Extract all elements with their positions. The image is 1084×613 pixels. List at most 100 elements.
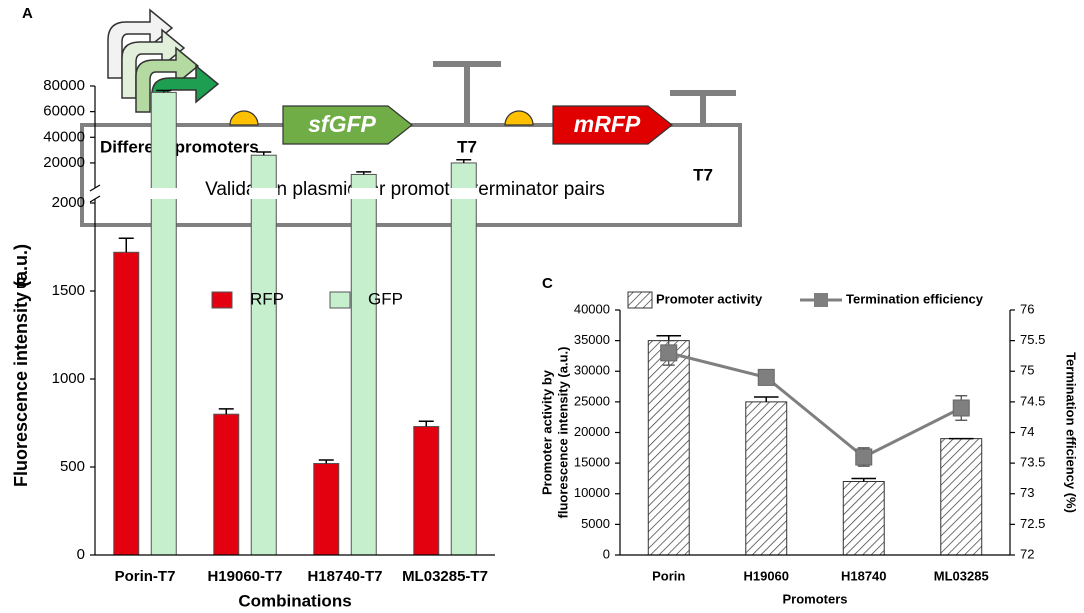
error-bar — [318, 459, 334, 464]
x-tick-label: H19060-T7 — [207, 568, 282, 585]
y2-tick-label: 73.5 — [1020, 455, 1045, 470]
bar — [150, 91, 177, 556]
panel-label: B — [16, 275, 27, 292]
y2-tick-label: 74 — [1020, 424, 1034, 439]
y-tick-label: 1500 — [52, 282, 85, 299]
y2-axis-title: Termination efficiency (%) — [1064, 352, 1079, 513]
error-bar — [118, 237, 134, 253]
bar — [250, 154, 277, 556]
y-tick-label: 40000 — [574, 301, 610, 316]
y-tick-label: 0 — [77, 546, 85, 563]
axis-break — [89, 184, 101, 203]
promoter-arrows — [107, 8, 220, 126]
y-tick-label: 2000 — [52, 194, 85, 211]
y-tick-label: 10000 — [574, 485, 610, 500]
gene-sfgfp — [282, 105, 413, 145]
y-tick-label: 20000 — [574, 424, 610, 439]
legend-swatch — [627, 291, 653, 309]
charts: 0 500 1000 1500 2000 20000 40000 60000 80000 Pori… — [11, 77, 1079, 611]
x-axis-title: Combinations — [238, 591, 351, 610]
x-tick-label: H18740-T7 — [307, 568, 382, 585]
error-bar — [256, 151, 272, 156]
promoters-label: Different promoters — [100, 137, 259, 156]
y2-tick-label: 72 — [1020, 546, 1034, 561]
error-bar — [753, 396, 779, 402]
terminator-label: T7 — [693, 165, 713, 184]
legend-label: Termination efficiency — [846, 291, 984, 306]
gene-label: mRFP — [574, 111, 641, 137]
y-tick-label: 30000 — [574, 363, 610, 378]
bar — [842, 481, 885, 556]
bar — [647, 340, 690, 556]
bar — [413, 426, 440, 556]
line — [668, 351, 962, 459]
y2-tick-label: 72.5 — [1020, 516, 1045, 531]
y-tick-label: 20000 — [43, 154, 85, 171]
bar — [940, 438, 983, 556]
axis-break-gap — [349, 188, 379, 199]
y-tick-label: 35000 — [574, 332, 610, 347]
bar — [113, 251, 140, 556]
error-bar — [851, 477, 877, 482]
axis-break-gap — [149, 188, 179, 199]
y2-tick-label: 76 — [1020, 301, 1034, 316]
rbs — [504, 110, 534, 126]
plasmid-label: Validation plasmid for promoter-terminat… — [205, 179, 605, 200]
legend-swatch — [329, 291, 351, 309]
legend-swatch — [211, 291, 233, 309]
error-bar — [356, 171, 372, 175]
error-bar — [656, 334, 682, 341]
y2-tick-label: 73 — [1020, 485, 1034, 500]
error-bar — [418, 420, 434, 427]
gene-mrfp — [552, 105, 673, 145]
x-tick-label: Porin-T7 — [115, 568, 176, 585]
y-tick-label: 0 — [603, 546, 610, 561]
error-bar — [456, 158, 472, 163]
bar — [745, 401, 788, 556]
y2-tick-label: 75.5 — [1020, 332, 1045, 347]
y-tick-label: 500 — [60, 458, 85, 475]
y-tick-label: 60000 — [43, 103, 85, 120]
x-tick-label: H19060 — [743, 568, 789, 583]
axis-break-gap — [449, 188, 479, 199]
y-tick-label: 15000 — [574, 455, 610, 470]
axis-break-gap — [249, 188, 279, 199]
gene-label: sfGFP — [308, 111, 376, 137]
bar — [213, 413, 240, 556]
y2-tick-label: 75 — [1020, 363, 1034, 378]
x-tick-label: ML03285 — [934, 568, 989, 583]
terminator-label: T7 — [457, 137, 477, 156]
marker — [855, 448, 873, 466]
y-tick-label: 1000 — [52, 370, 85, 387]
marker — [757, 368, 775, 386]
legend-swatch — [814, 293, 828, 307]
y-tick-label: 5000 — [581, 516, 610, 531]
rbs — [229, 110, 259, 126]
y-axis-title: fluorescence intensity (a.u.) — [555, 347, 570, 519]
plasmid-diagram: Different promoters sfGFP T7 mRFP T7 Val… — [80, 8, 742, 227]
error-bar — [156, 89, 172, 93]
x-tick-label: ML03285-T7 — [402, 568, 488, 585]
legend-label: Promoter activity — [656, 291, 763, 306]
terminator — [433, 61, 501, 125]
y-tick-label: 40000 — [43, 128, 85, 145]
y-tick-label: 25000 — [574, 393, 610, 408]
panel-label: C — [542, 275, 553, 292]
bar — [350, 173, 377, 556]
y-axis-title: Promoter activity by — [539, 369, 554, 495]
error-bar — [218, 408, 234, 415]
y-axis-title: Fluorescence intensity (a.u.) — [11, 244, 31, 487]
legend-label: GFP — [368, 289, 403, 308]
panel-label: A — [22, 5, 33, 22]
bar — [313, 462, 340, 556]
marker — [952, 399, 970, 417]
legend-label: RFP — [250, 289, 284, 308]
x-tick-label: H18740 — [841, 568, 887, 583]
marker — [660, 344, 678, 362]
terminator — [670, 90, 736, 125]
y2-tick-label: 74.5 — [1020, 393, 1045, 408]
y-tick-label: 80000 — [43, 77, 85, 94]
x-axis-title: Promoters — [782, 591, 847, 606]
